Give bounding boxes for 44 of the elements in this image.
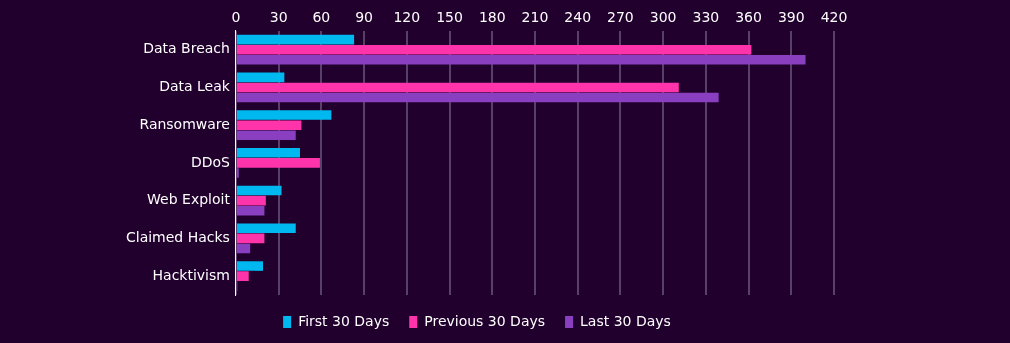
x-tick-label: 360 <box>735 9 762 26</box>
bar <box>236 54 806 65</box>
bar <box>236 110 332 120</box>
bar <box>236 44 752 55</box>
x-tick-label: 30 <box>269 9 288 26</box>
bar <box>236 158 320 168</box>
x-tick-label: 240 <box>564 9 592 26</box>
bar <box>236 148 301 158</box>
legend-label: First 30 Days <box>298 312 390 329</box>
bar <box>236 223 296 234</box>
x-tick-label: 150 <box>436 9 463 26</box>
bar <box>236 185 282 196</box>
bar <box>236 243 251 254</box>
x-tick-label: 390 <box>777 9 805 26</box>
bar <box>236 205 265 216</box>
x-tick-label: 120 <box>393 9 421 26</box>
bar <box>236 92 719 103</box>
y-tick-label: Data Leak <box>159 78 231 95</box>
x-tick-label: 180 <box>478 9 506 26</box>
bar <box>236 130 296 140</box>
bar <box>236 233 265 244</box>
bar <box>236 271 249 281</box>
legend-label: Previous 30 Days <box>424 312 546 329</box>
bar <box>236 72 285 83</box>
y-tick-label: Hacktivism <box>152 266 230 283</box>
bar <box>236 82 679 93</box>
x-tick-label: 300 <box>649 9 677 26</box>
bar <box>236 34 355 45</box>
x-tick-label: 330 <box>692 9 720 26</box>
y-tick-label: Data Breach <box>143 40 230 57</box>
legend-label: Last 30 Days <box>580 312 671 329</box>
bar <box>236 261 263 271</box>
x-tick-label: 60 <box>312 9 331 26</box>
x-tick-label: 0 <box>231 9 241 26</box>
x-tick-label: 270 <box>607 9 634 26</box>
x-tick-label: 420 <box>820 9 848 26</box>
y-tick-label: Web Exploit <box>147 191 231 208</box>
bar <box>236 195 266 206</box>
x-tick-label: 210 <box>521 9 549 26</box>
y-tick-label: DDoS <box>190 153 231 170</box>
x-tick-label: 90 <box>355 9 373 26</box>
y-tick-label: Ransomware <box>139 115 230 132</box>
bar <box>236 120 302 130</box>
y-tick-label: Claimed Hacks <box>125 229 230 246</box>
